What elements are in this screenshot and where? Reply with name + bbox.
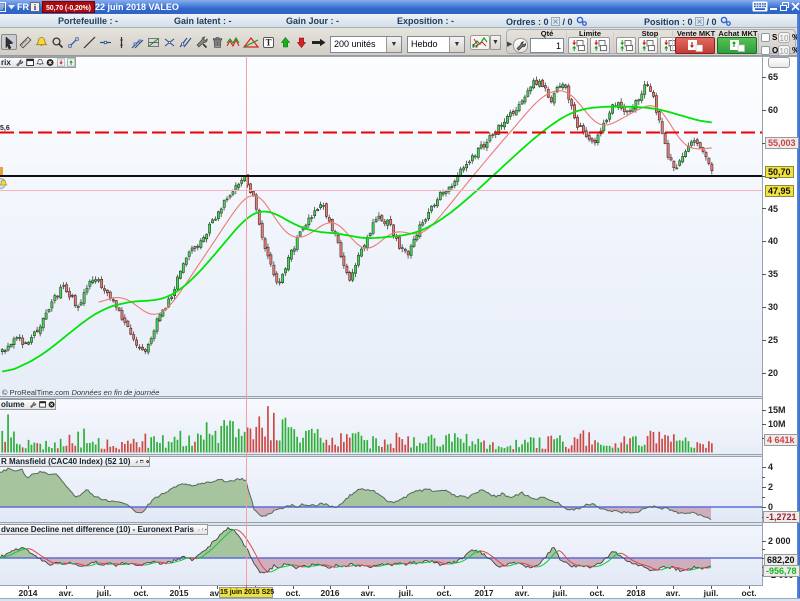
svg-text:T: T [265,37,271,47]
